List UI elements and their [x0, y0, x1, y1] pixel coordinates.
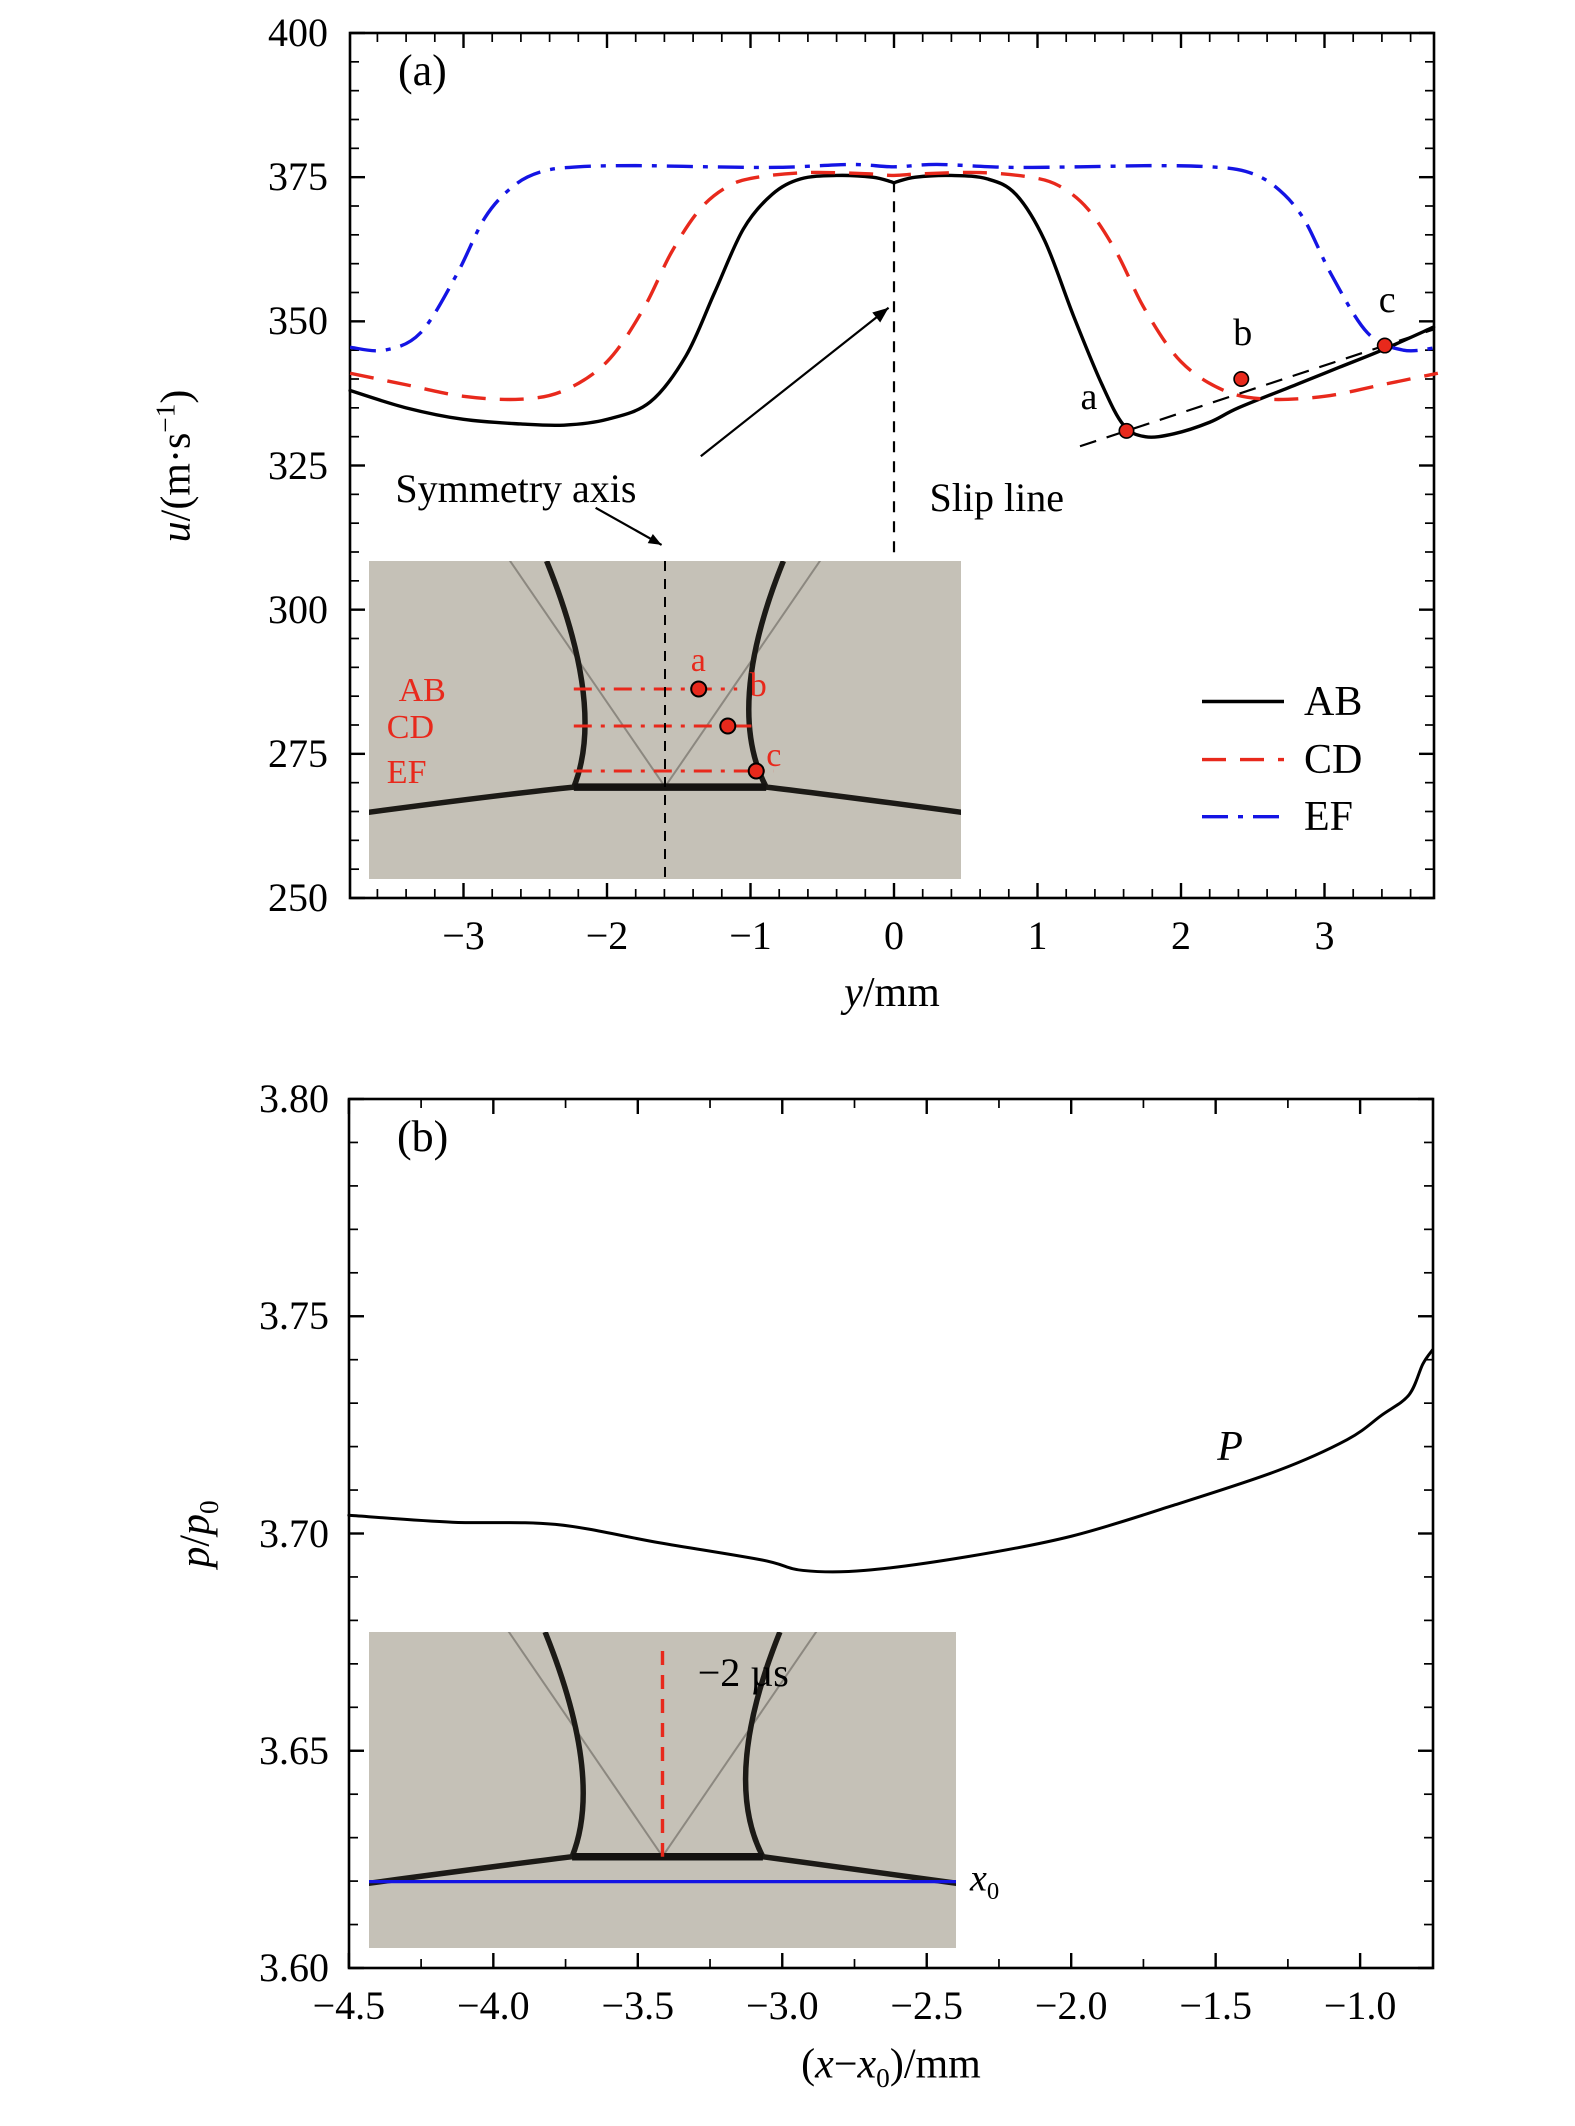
svg-text:b: b: [750, 667, 767, 704]
svg-text:a: a: [691, 642, 706, 679]
svg-text:AB: AB: [399, 672, 446, 709]
svg-text:CD: CD: [387, 709, 434, 746]
svg-text:EF: EF: [387, 754, 427, 791]
svg-text:c: c: [766, 737, 781, 774]
